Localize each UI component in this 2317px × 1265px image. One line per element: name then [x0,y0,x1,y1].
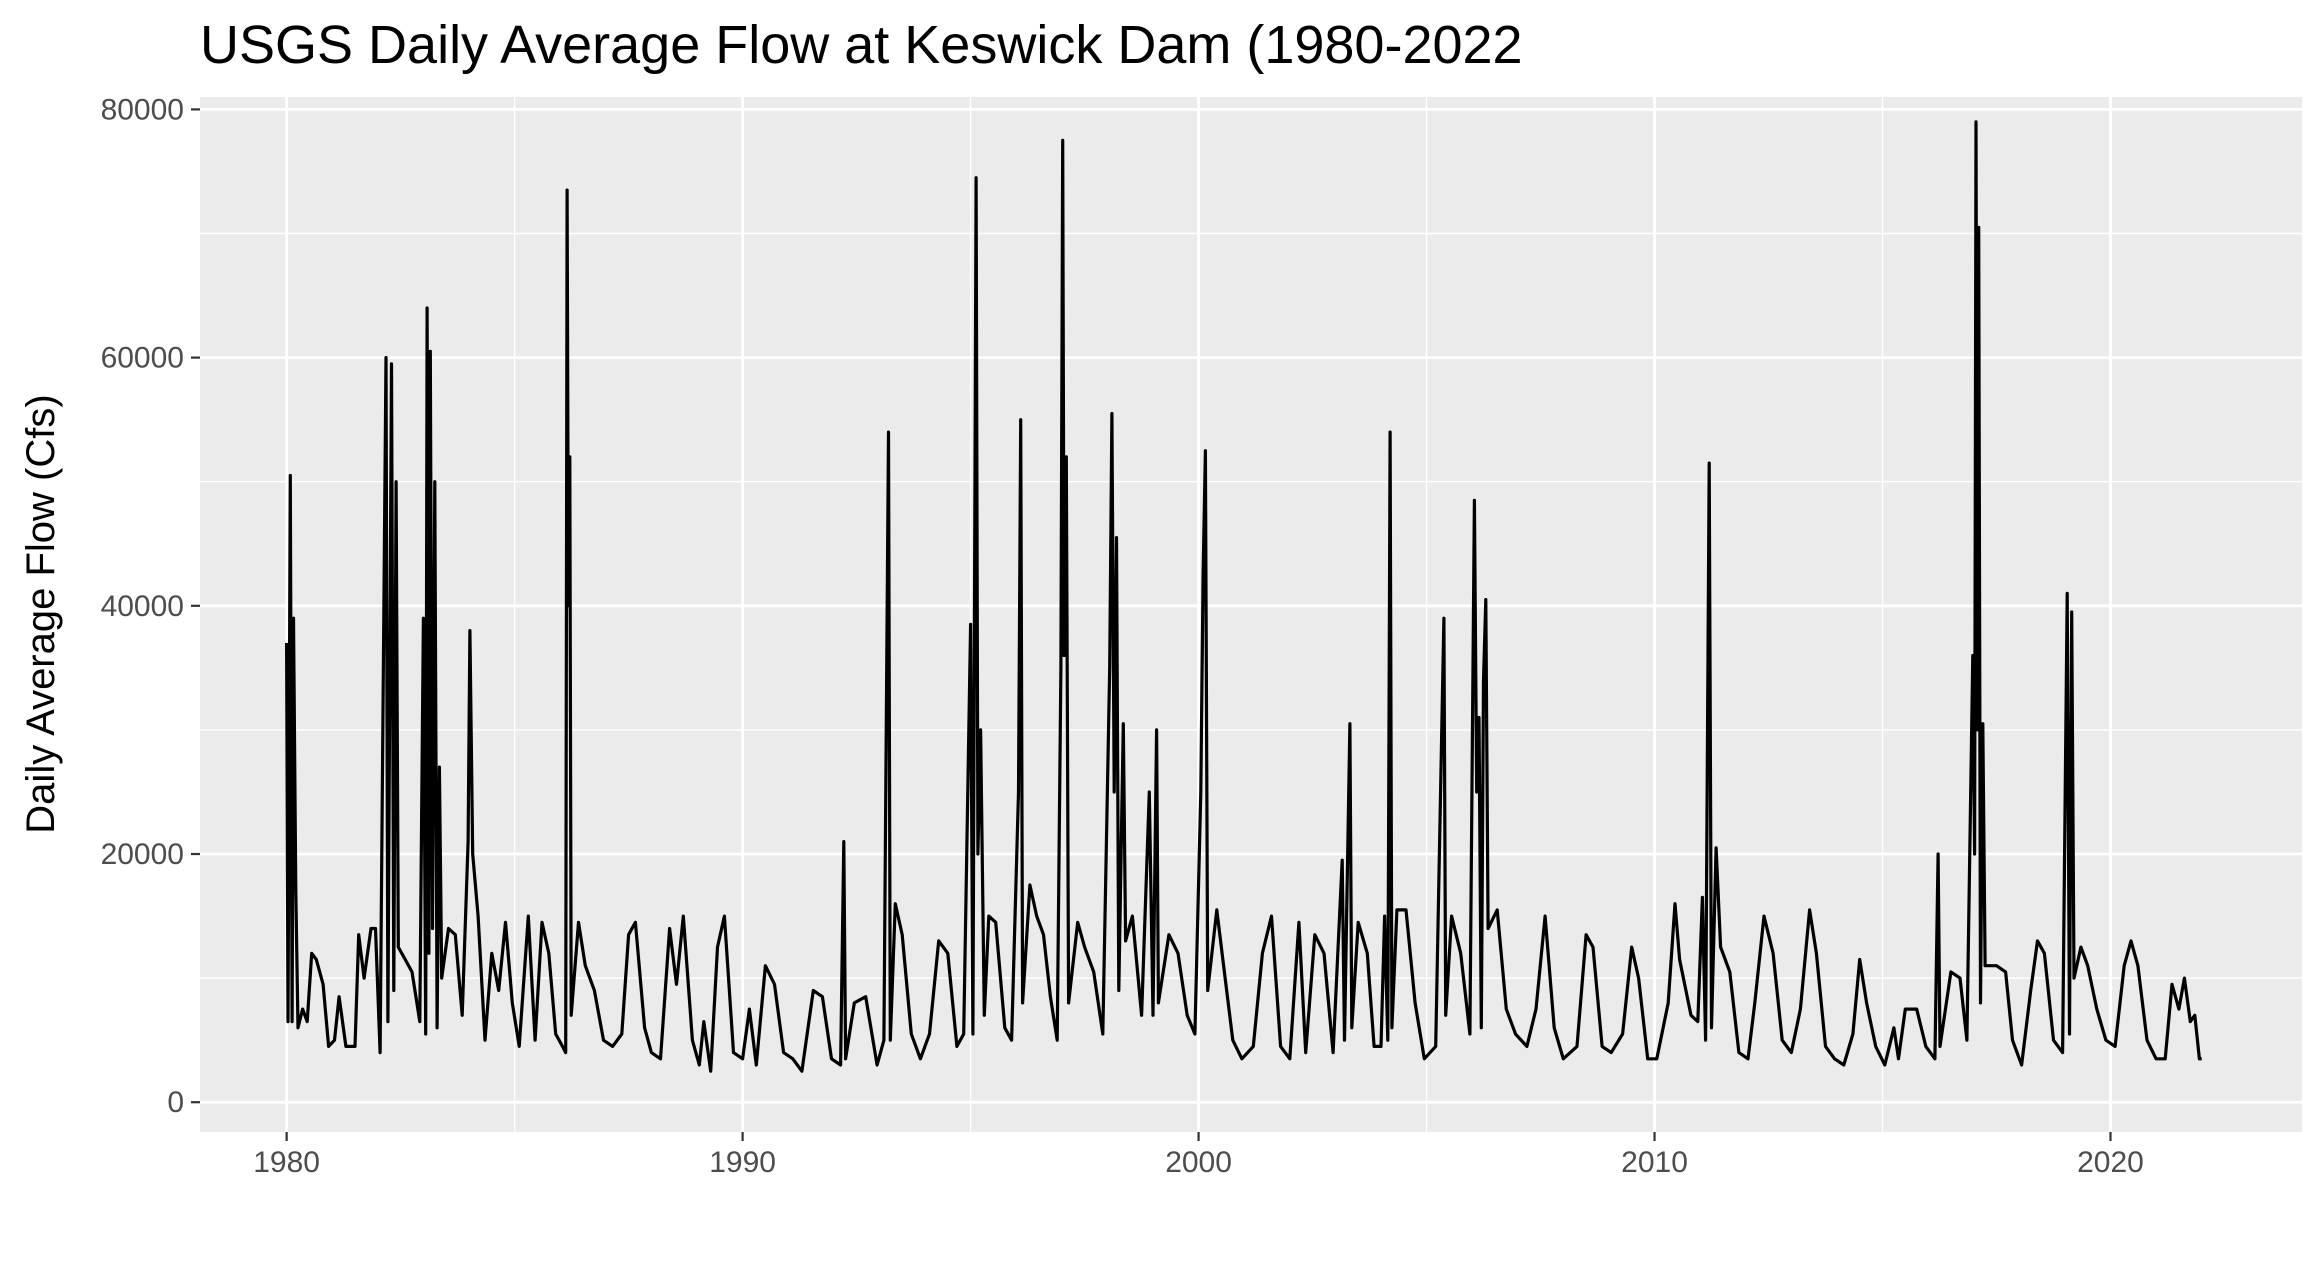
y-tick-label: 80000 [101,93,184,126]
x-tick-label: 2000 [1165,1146,1232,1179]
y-tick-label: 40000 [101,590,184,623]
x-tick-label: 1980 [253,1146,320,1179]
chart-title: USGS Daily Average Flow at Keswick Dam (… [200,15,1523,75]
y-tick-label: 20000 [101,838,184,871]
y-axis-title: Daily Average Flow (Cfs) [19,394,63,833]
series-layer [285,120,2202,1073]
y-axis: 0 20000 40000 60000 80000 [101,93,200,1119]
grid-minor [200,97,2302,1132]
y-tick-label: 0 [167,1086,184,1119]
x-tick-label: 1990 [709,1146,776,1179]
x-tick-label: 2020 [2077,1146,2144,1179]
y-tick-label: 60000 [101,342,184,375]
x-axis: 1980 1990 2000 2010 2020 [253,1132,2144,1179]
series-line [285,120,2202,1073]
x-tick-label: 2010 [1621,1146,1688,1179]
grid-major [200,97,2302,1132]
